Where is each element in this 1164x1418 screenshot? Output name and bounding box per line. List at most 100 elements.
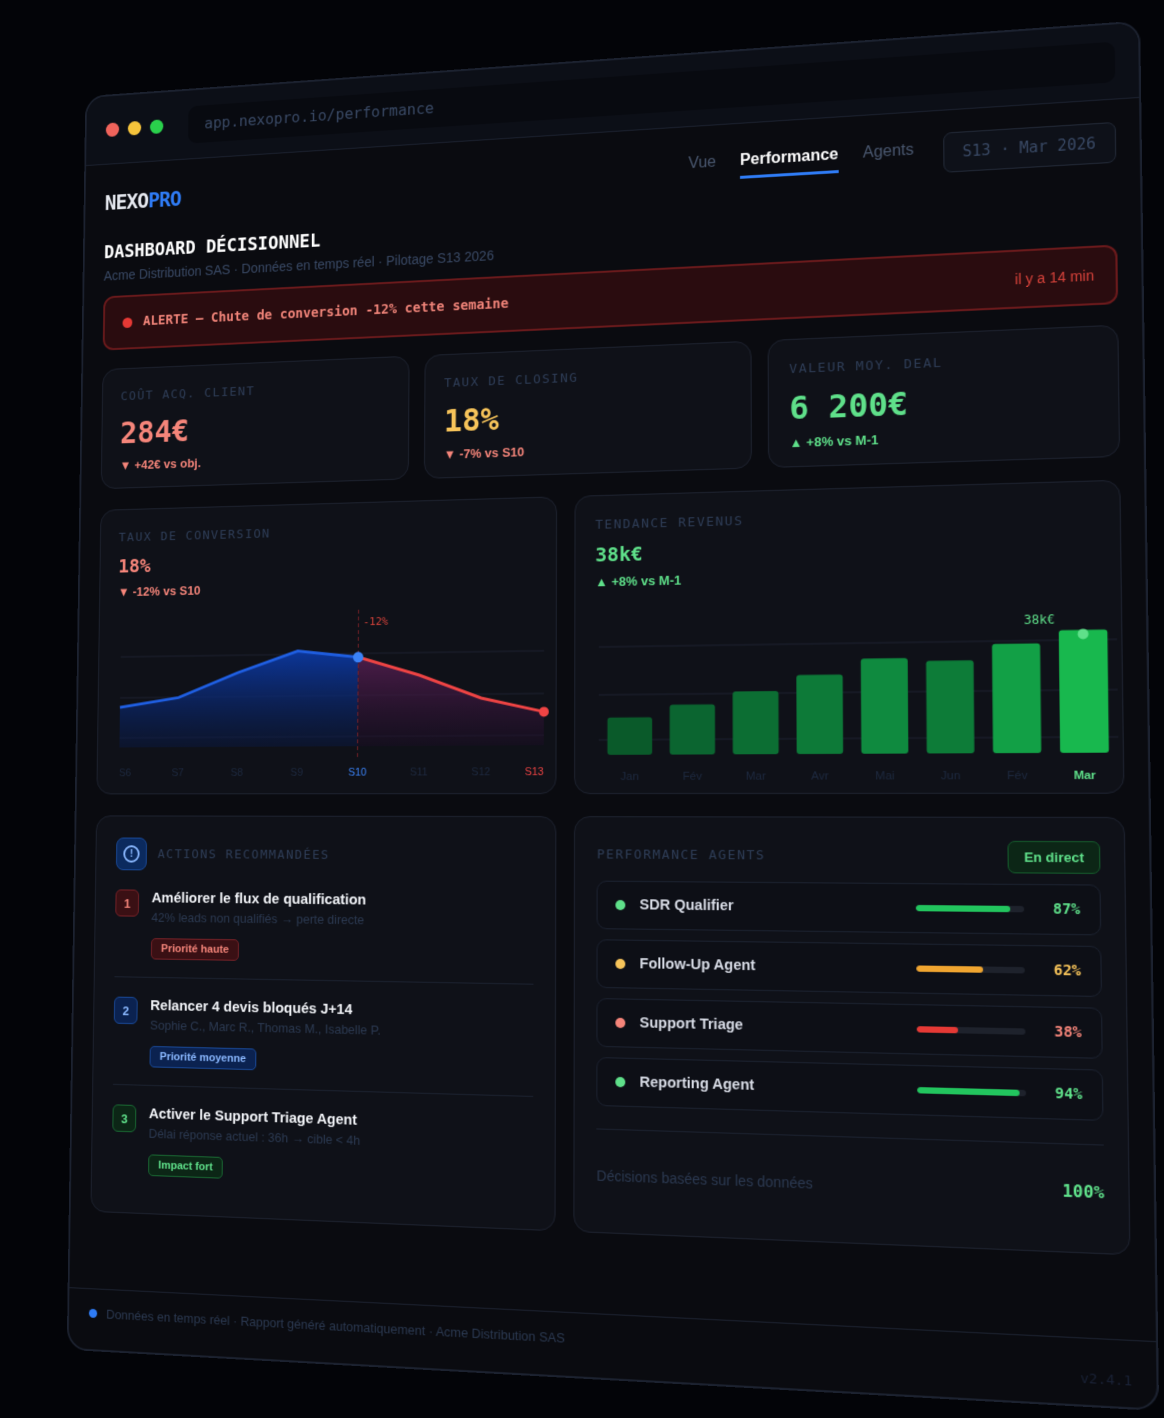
chart-title: TENDANCE REVENUS <box>595 504 1098 533</box>
agent-progress-track <box>916 965 1025 973</box>
agent-progress-track <box>917 1026 1026 1035</box>
decisions-row: Décisions basées sur les données 100% <box>597 1128 1105 1202</box>
x-tick-label: Jan <box>621 771 639 783</box>
tab-performance[interactable]: Performance <box>740 146 839 179</box>
agent-progress-fill <box>916 965 983 972</box>
area-after <box>358 655 545 747</box>
revenue-bar <box>926 660 974 753</box>
minimize-window-button[interactable] <box>128 121 141 136</box>
kpi-card-cac: COÛT ACQ. CLIENT 284€ ▼ +42€ vs obj. <box>101 356 409 489</box>
status-dot-icon <box>616 1018 626 1028</box>
conversion-chart-card: TAUX DE CONVERSION 18% ▼ -12% vs S10 -12… <box>96 496 557 794</box>
panel-title: PERFORMANCE AGENTS <box>597 847 766 863</box>
action-desc: 42% leads non qualifiés → perte directe <box>151 910 366 927</box>
end-point <box>539 707 549 717</box>
revenue-bar <box>733 691 779 754</box>
action-number: 3 <box>112 1104 136 1132</box>
agents-panel: PERFORMANCE AGENTS En direct SDR Qualifie… <box>574 816 1131 1255</box>
kpi-value: 284€ <box>120 405 389 451</box>
x-tick-label: S11 <box>410 766 428 778</box>
agent-row[interactable]: SDR Qualifier 87% <box>597 881 1101 936</box>
tab-vue[interactable]: Vue <box>688 153 716 181</box>
action-desc: Sophie C., Marc R., Thomas M., Isabelle … <box>150 1018 381 1038</box>
agent-row[interactable]: Follow-Up Agent 62% <box>597 939 1102 997</box>
action-title: Relancer 4 devis bloqués J+14 <box>150 997 381 1018</box>
revenue-bar <box>861 658 909 754</box>
chart-title: TAUX DE CONVERSION <box>119 520 537 546</box>
kpi-value: 18% <box>444 391 731 439</box>
action-item[interactable]: 2 Relancer 4 devis bloqués J+14 Sophie C… <box>113 977 534 1097</box>
kpi-delta: ▼ -7% vs S10 <box>444 437 731 462</box>
action-title: Activer le Support Triage Agent <box>149 1105 361 1128</box>
x-tick-label: S7 <box>171 767 183 779</box>
footer-text: Données en temps réel · Rapport généré a… <box>106 1306 565 1345</box>
revenue-bar <box>992 643 1041 753</box>
actions-panel: ! ACTIONS RECOMMANDÉES 1 Améliorer le flu… <box>90 815 556 1231</box>
agent-progress-track <box>917 1087 1026 1096</box>
x-tick-label: Fév <box>683 771 703 783</box>
x-tick-label: S9 <box>290 767 303 779</box>
x-tick-label: S13 <box>525 766 544 778</box>
revenue-bar <box>608 717 653 755</box>
kpi-card-deal-value: VALEUR MOY. DEAL 6 200€ ▲ +8% vs M-1 <box>768 325 1120 468</box>
kpi-row: COÛT ACQ. CLIENT 284€ ▼ +42€ vs obj. TAU… <box>101 325 1120 490</box>
kpi-card-closing: TAUX DE CLOSING 18% ▼ -7% vs S10 <box>424 341 753 479</box>
action-number: 1 <box>115 889 139 916</box>
live-dot-icon <box>89 1308 97 1317</box>
alert-circle-icon: ! <box>116 838 147 871</box>
status-dot-icon <box>616 1077 626 1087</box>
alert-text: ALERTE — Chute de conversion -12% cette … <box>143 296 509 329</box>
logo: NEXOPRO <box>105 187 181 215</box>
logo-text: NEXO <box>105 189 149 215</box>
logo-accent: PRO <box>148 187 181 212</box>
agent-progress-fill <box>917 1026 958 1033</box>
x-tick-label: Fév <box>1007 770 1028 783</box>
x-tick-label: Mar <box>746 770 766 782</box>
conversion-delta: ▼ -12% vs S10 <box>118 576 537 599</box>
decisions-label: Décisions basées sur les données <box>597 1167 813 1191</box>
x-tick-label: Jun <box>941 770 961 783</box>
revenue-chart-card: TENDANCE REVENUS 38k€ ▲ +8% vs M-1 Jan Fé… <box>574 480 1124 794</box>
action-item[interactable]: 1 Améliorer le flux de qualification 42%… <box>114 870 534 985</box>
agent-progress-track <box>916 905 1024 912</box>
alert-time: il y a 14 min <box>1015 267 1094 287</box>
close-window-button[interactable] <box>106 122 119 137</box>
revenue-delta: ▲ +8% vs M-1 <box>595 563 1099 589</box>
agent-percent: 38% <box>1045 1024 1082 1042</box>
app-window: app.nexopro.io/performance NEXOPRO Vue P… <box>67 21 1159 1412</box>
agent-name: Support Triage <box>640 1015 917 1038</box>
status-dot-icon <box>616 959 626 969</box>
version-label: v2.4.1 <box>1080 1371 1132 1390</box>
kpi-value: 6 200€ <box>789 377 1097 427</box>
x-tick-label: Mar <box>1074 769 1097 782</box>
kpi-label: COÛT ACQ. CLIENT <box>121 379 390 404</box>
annotation-label: -12% <box>363 615 388 628</box>
agent-progress-fill <box>917 1087 1019 1096</box>
x-tick-label: S12 <box>471 766 490 778</box>
kpi-label: TAUX DE CLOSING <box>444 364 731 390</box>
agent-row[interactable]: Support Triage 38% <box>597 998 1103 1059</box>
agents-list: SDR Qualifier 87% Follow-Up Agent 62% Su… <box>597 881 1104 1121</box>
agent-percent: 94% <box>1045 1085 1082 1103</box>
conversion-value: 18% <box>118 544 537 577</box>
area-before <box>119 650 358 747</box>
priority-badge: Priorité moyenne <box>150 1046 257 1070</box>
x-tick-label: S6 <box>119 767 131 779</box>
live-badge: En direct <box>1008 841 1101 874</box>
decisions-value: 100% <box>1062 1181 1104 1203</box>
x-tick-label: S8 <box>231 767 243 779</box>
agent-row[interactable]: Reporting Agent 94% <box>597 1057 1104 1121</box>
revenue-bar <box>1059 629 1109 753</box>
maximize-window-button[interactable] <box>150 119 163 134</box>
kpi-delta: ▼ +42€ vs obj. <box>120 449 389 472</box>
agent-percent: 62% <box>1044 962 1081 980</box>
status-dot-icon <box>616 900 626 910</box>
x-tick-label: Avr <box>811 770 829 782</box>
agent-name: Follow-Up Agent <box>640 956 917 977</box>
action-item[interactable]: 3 Activer le Support Triage Agent Délai … <box>112 1085 534 1209</box>
conversion-line-chart: -12%S6 S7 S8 S9 S10 S11 S12 S13 <box>112 606 552 786</box>
tab-agents[interactable]: Agents <box>863 141 914 171</box>
action-number: 2 <box>114 997 138 1025</box>
panel-title: ACTIONS RECOMMANDÉES <box>158 847 330 863</box>
priority-badge: Impact fort <box>148 1154 223 1178</box>
